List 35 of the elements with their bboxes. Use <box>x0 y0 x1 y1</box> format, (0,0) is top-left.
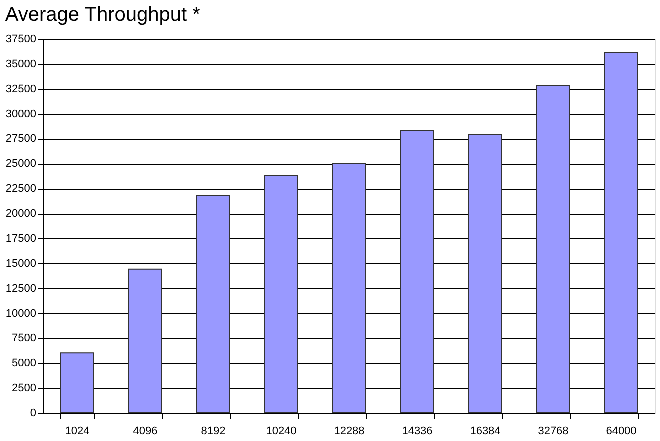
y-tick-label: 10000 <box>6 308 36 320</box>
y-tick-label: 35000 <box>6 58 36 70</box>
bar <box>400 130 434 414</box>
y-tick-label: 17500 <box>6 232 36 245</box>
x-tick-label: 12288 <box>334 426 365 438</box>
y-tick-label: 7500 <box>12 332 36 345</box>
y-tick-label: 0 <box>30 408 36 420</box>
y-tick-label: 37500 <box>6 34 36 46</box>
y-tick-label: 5000 <box>12 358 36 370</box>
y-tick-label: 25000 <box>6 158 36 170</box>
x-tick-label: 8192 <box>201 426 226 438</box>
y-tick-label: 22500 <box>6 183 36 196</box>
y-tick-label: 32500 <box>6 83 36 96</box>
x-tick-label: 64000 <box>606 426 637 438</box>
bar <box>604 52 638 414</box>
x-tick-label: 4096 <box>133 426 158 438</box>
y-tick-label: 27500 <box>6 133 36 146</box>
x-tick-label: 14336 <box>402 426 433 438</box>
y-tick-label: 12500 <box>6 282 36 295</box>
x-tick-label: 16384 <box>470 426 501 438</box>
x-tick-label: 10240 <box>266 426 297 438</box>
bar <box>128 268 162 414</box>
bar <box>536 85 570 414</box>
bar <box>60 352 94 414</box>
x-tick-label: 32768 <box>538 426 569 438</box>
bar <box>196 195 230 414</box>
bar <box>468 134 502 414</box>
y-tick-label: 2500 <box>12 382 36 395</box>
bar <box>332 163 366 414</box>
y-tick-label: 15000 <box>6 258 36 270</box>
y-tick-label: 30000 <box>6 108 36 120</box>
x-tick-label: 1024 <box>65 426 90 438</box>
bar <box>264 175 298 414</box>
chart-title: Average Throughput * <box>5 4 201 26</box>
y-tick-label: 20000 <box>6 208 36 220</box>
